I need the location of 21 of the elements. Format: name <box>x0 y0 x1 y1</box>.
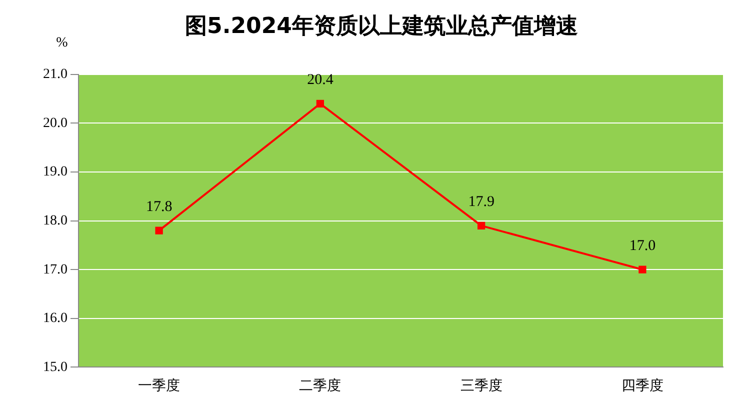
x-tick-label: 二季度 <box>299 378 342 394</box>
data-label: 20.4 <box>307 72 334 88</box>
x-tick-label: 四季度 <box>621 378 664 394</box>
y-tick-label: 17.0 <box>43 262 68 278</box>
data-label: 17.9 <box>468 194 494 210</box>
data-label: 17.8 <box>146 198 172 215</box>
x-tick-label: 三季度 <box>460 378 502 394</box>
y-tick-label: 15.0 <box>43 360 68 375</box>
y-tick-label: 18.0 <box>43 213 68 228</box>
point <box>155 226 163 234</box>
x-tick-label: 一季度 <box>138 378 180 394</box>
point <box>316 100 324 108</box>
y-tick-label: 19.0 <box>43 164 68 180</box>
y-tick-label: 20.0 <box>43 116 68 131</box>
y-axis-title: % <box>56 36 68 51</box>
data-label: 17.0 <box>629 238 656 254</box>
chart-title: 图5.2024年资质以上建筑业总产值增速 <box>185 12 578 39</box>
point <box>477 222 486 230</box>
y-tick-label: 16.0 <box>43 311 68 326</box>
point <box>638 266 646 274</box>
y-tick-label: 21.0 <box>43 67 68 82</box>
